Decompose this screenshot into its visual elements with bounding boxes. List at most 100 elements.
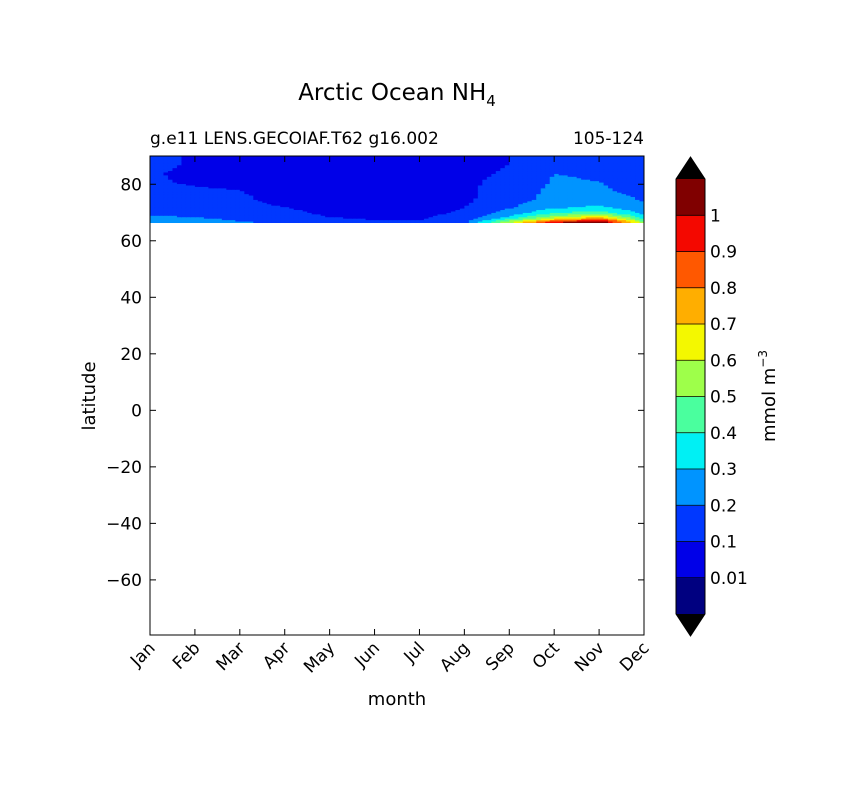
heatmap-cell (248, 179, 254, 182)
heatmap-cell (239, 166, 245, 169)
heatmap-cell (167, 184, 174, 187)
heatmap-cell (226, 183, 232, 186)
heatmap-cell (190, 171, 196, 174)
heatmap-cell (554, 216, 560, 219)
heatmap-cell (221, 213, 227, 216)
heatmap-cell (370, 219, 376, 222)
heatmap-cell (594, 164, 600, 167)
heatmap-cell (423, 209, 430, 212)
heatmap-cell (419, 186, 425, 189)
heatmap-cell (154, 186, 160, 189)
heatmap-cell (635, 179, 641, 182)
heatmap-cell (163, 190, 169, 193)
heatmap-cell (513, 171, 519, 174)
heatmap-cell (235, 164, 241, 167)
heatmap-cell (271, 177, 277, 180)
heatmap-cell (500, 177, 506, 180)
heatmap-cell (172, 205, 178, 208)
heatmap-cell (401, 192, 407, 195)
heatmap-cell (221, 207, 227, 211)
heatmap-cell (635, 196, 641, 199)
heatmap-cell (423, 160, 430, 163)
heatmap-cell (531, 193, 537, 196)
heatmap-cell (194, 171, 200, 174)
heatmap-cell (432, 181, 439, 185)
heatmap-cell (405, 183, 412, 186)
heatmap-cell (432, 167, 439, 170)
heatmap-cell (410, 180, 416, 183)
heatmap-cell (320, 212, 326, 215)
heatmap-cell (617, 179, 623, 182)
heatmap-cell (338, 180, 344, 183)
heatmap-cell (262, 177, 268, 180)
heatmap-cell (572, 197, 578, 200)
heatmap-cell (338, 163, 344, 166)
heatmap-cell (540, 161, 546, 164)
heatmap-cell (567, 216, 573, 219)
heatmap-cell (428, 166, 434, 169)
heatmap-cell (459, 213, 465, 216)
heatmap-cell (531, 184, 537, 187)
heatmap-cell (271, 171, 277, 174)
heatmap-cell (203, 200, 209, 203)
heatmap-cell (172, 202, 178, 205)
heatmap-cell (158, 216, 165, 219)
heatmap-cell (194, 218, 200, 221)
heatmap-cell (257, 186, 263, 189)
heatmap-cell (414, 203, 421, 206)
heatmap-cell (185, 192, 192, 195)
heatmap-cell (383, 190, 389, 193)
heatmap-cell (626, 199, 632, 202)
heatmap-cell (509, 215, 515, 218)
heatmap-cell (190, 196, 196, 199)
heatmap-cell (248, 197, 254, 200)
heatmap-cell (257, 180, 263, 183)
heatmap-cell (504, 206, 510, 209)
heatmap-cell (414, 218, 421, 221)
heatmap-cell (338, 215, 344, 218)
heatmap-cell (181, 210, 187, 213)
heatmap-cell (468, 197, 474, 200)
heatmap-cell (401, 218, 407, 221)
heatmap-cell (540, 173, 546, 176)
heatmap-cell (612, 183, 618, 186)
heatmap-cell (563, 219, 569, 222)
heatmap-cell (388, 194, 394, 198)
heatmap-cell (540, 218, 546, 221)
heatmap-cell (603, 176, 609, 179)
heatmap-cell (558, 180, 564, 183)
heatmap-cell (199, 161, 205, 164)
heatmap-cell (338, 170, 344, 173)
heatmap-cell (316, 200, 322, 203)
heatmap-cell (468, 192, 474, 195)
heatmap-cell (549, 163, 555, 166)
heatmap-cell (491, 160, 497, 163)
heatmap-cell (617, 168, 623, 172)
heatmap-cell (599, 192, 605, 195)
heatmap-cell (329, 192, 335, 195)
heatmap-cell (181, 177, 187, 180)
heatmap-cell (419, 212, 425, 215)
heatmap-cell (370, 220, 376, 224)
heatmap-cell (455, 184, 461, 187)
heatmap-cell (405, 218, 412, 221)
heatmap-cell (477, 161, 483, 164)
heatmap-cell (203, 218, 209, 221)
heatmap-cell (302, 173, 308, 176)
heatmap-cell (513, 158, 519, 161)
heatmap-cell (437, 179, 443, 182)
heatmap-cell (190, 174, 196, 177)
heatmap-cell (486, 206, 492, 209)
heatmap-cell (208, 173, 214, 176)
heatmap-cell (482, 173, 488, 176)
heatmap-cell (527, 180, 533, 183)
heatmap-cell (352, 160, 358, 163)
heatmap-cell (347, 205, 353, 208)
heatmap-cell (491, 181, 497, 185)
heatmap-cell (334, 183, 340, 186)
heatmap-cell (630, 167, 636, 170)
heatmap-cell (226, 202, 232, 205)
heatmap-cell (423, 189, 430, 192)
heatmap-cell (455, 190, 461, 193)
heatmap-cell (603, 206, 609, 209)
